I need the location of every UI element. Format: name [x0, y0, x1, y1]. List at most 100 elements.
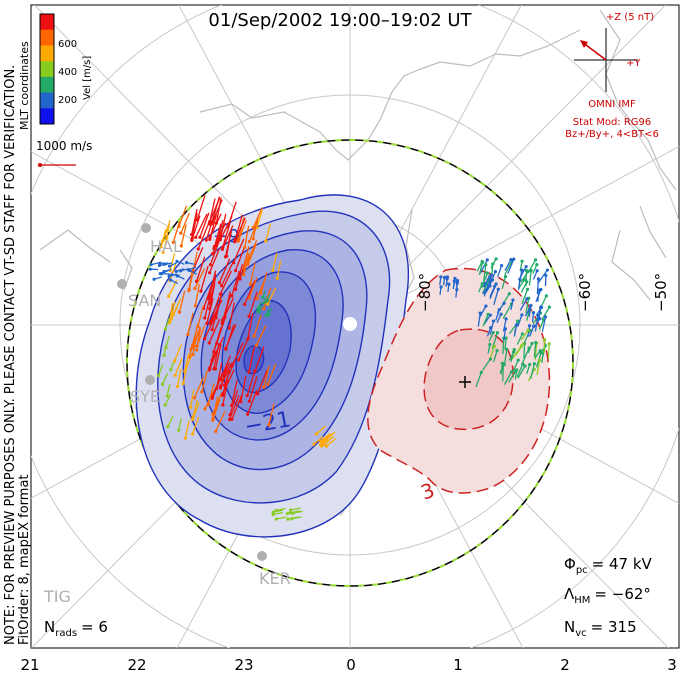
velocity-vector [191, 402, 200, 420]
velocity-vector-origin [520, 313, 524, 317]
velocity-vector [190, 209, 198, 235]
velocity-vector-origin [239, 400, 243, 404]
velocity-vector-origin [543, 315, 548, 319]
velocity-vector-origin [207, 368, 211, 372]
velocity-vector-origin [188, 405, 193, 409]
velocity-vector [169, 263, 177, 281]
velocity-vector [517, 279, 521, 290]
velocity-vector [535, 289, 542, 303]
velocity-vector-origin [224, 346, 228, 350]
velocity-vector-origin [485, 271, 490, 275]
velocity-vector-origin [491, 319, 496, 323]
velocity-vector [485, 281, 491, 292]
velocity-vector [508, 371, 517, 383]
velocity-vector-origin [504, 336, 508, 340]
velocity-vector-origin [538, 349, 542, 353]
velocity-vector-origin [251, 225, 255, 230]
velocity-vector-origin [191, 432, 195, 436]
velocity-vector [211, 372, 224, 397]
velocity-vector-origin [192, 396, 197, 400]
velocity-vector [248, 346, 256, 373]
longitude-label-50: −50° [652, 273, 670, 312]
station-label-ker: KER [259, 569, 291, 588]
velocity-vector-origin [186, 332, 190, 336]
velocity-vector-origin [230, 364, 234, 368]
nrads-value: = 6 [81, 618, 108, 636]
velocity-vector [249, 262, 256, 285]
velocity-vector-origin [479, 370, 483, 374]
velocity-vector [214, 343, 222, 370]
velocity-vector [519, 298, 528, 311]
velocity-vector-origin [481, 260, 485, 264]
velocity-vector-origin [230, 417, 234, 421]
velocity-vector-origin [227, 417, 232, 422]
mlt-tick-label-21: 21 [20, 656, 39, 674]
velocity-vector [247, 240, 258, 261]
velocity-vector [502, 318, 507, 332]
velocity-vector-origin [243, 245, 247, 249]
velocity-vector-origin [247, 296, 251, 300]
vector-scale-label: 1000 m/s [36, 139, 92, 153]
velocity-vector-origin [242, 266, 246, 270]
velocity-vector-origin [181, 381, 185, 386]
velocity-vector [490, 258, 497, 269]
velocity-vector [523, 343, 526, 359]
velocity-vector [479, 259, 488, 274]
velocity-vector-origin [196, 247, 200, 251]
station-markers [117, 223, 267, 561]
velocity-vector-origin [220, 321, 224, 326]
velocity-vector [530, 363, 535, 379]
velocity-vector [213, 326, 222, 353]
velocity-vector-origin [493, 284, 497, 288]
velocity-vector-origin [542, 338, 547, 342]
station-label-hal: HAL [150, 237, 182, 256]
velocity-vector [172, 298, 182, 315]
velocity-vector [178, 290, 186, 313]
velocity-vector [516, 363, 524, 378]
velocity-vector-origin [264, 313, 268, 318]
velocity-vector-origin [175, 274, 179, 278]
phi-subscript: pc [576, 565, 588, 576]
velocity-vector [244, 280, 256, 305]
velocity-vector-origin [169, 368, 173, 372]
velocity-vector [290, 507, 301, 511]
velocity-vector [211, 336, 225, 361]
velocity-vector [220, 355, 231, 380]
velocity-vector-origin [148, 267, 152, 271]
velocity-vector-origin [524, 268, 529, 273]
velocity-vector [518, 279, 526, 290]
velocity-vector-origin [264, 239, 268, 243]
velocity-vector-origin [497, 307, 501, 312]
velocity-vector-origin [231, 261, 236, 265]
velocity-vector-origin [495, 331, 500, 335]
velocity-vector [256, 278, 267, 299]
velocity-vector-origin [502, 301, 506, 305]
velocity-vector-origin [177, 310, 182, 314]
velocity-vector [541, 316, 547, 332]
velocity-vector-origin [516, 358, 520, 362]
velocity-vector-origin [527, 324, 532, 328]
velocity-vector [195, 213, 208, 238]
velocity-vector-origin [545, 268, 549, 272]
velocity-vector-origin [274, 517, 279, 521]
velocity-vector-origin [245, 394, 249, 398]
velocity-vector [208, 198, 216, 225]
velocity-vector-origin [158, 272, 162, 276]
velocity-vector-origin [494, 282, 498, 286]
velocity-vector-origin [491, 331, 495, 335]
velocity-vector-origin [504, 317, 508, 321]
mlt-coordinates-label: MLT coordinates [18, 41, 31, 130]
velocity-vector [507, 258, 515, 274]
velocity-vector-origin [532, 324, 536, 328]
mlt-tick-label-0: 0 [346, 656, 356, 674]
imf-clock: +Z (5 nT) +Y OMNI IMF Stat Mod: RG96 Bz+… [565, 12, 659, 140]
velocity-vector [503, 371, 513, 385]
velocity-vector-origin [537, 358, 542, 362]
velocity-vector-origin [220, 247, 224, 251]
velocity-vector [268, 403, 275, 425]
velocity-vector [267, 287, 277, 305]
velocity-vector-origin [314, 432, 318, 436]
velocity-vector [195, 256, 206, 282]
velocity-vector-origin [200, 390, 204, 394]
velocity-vector-origin [199, 289, 203, 293]
